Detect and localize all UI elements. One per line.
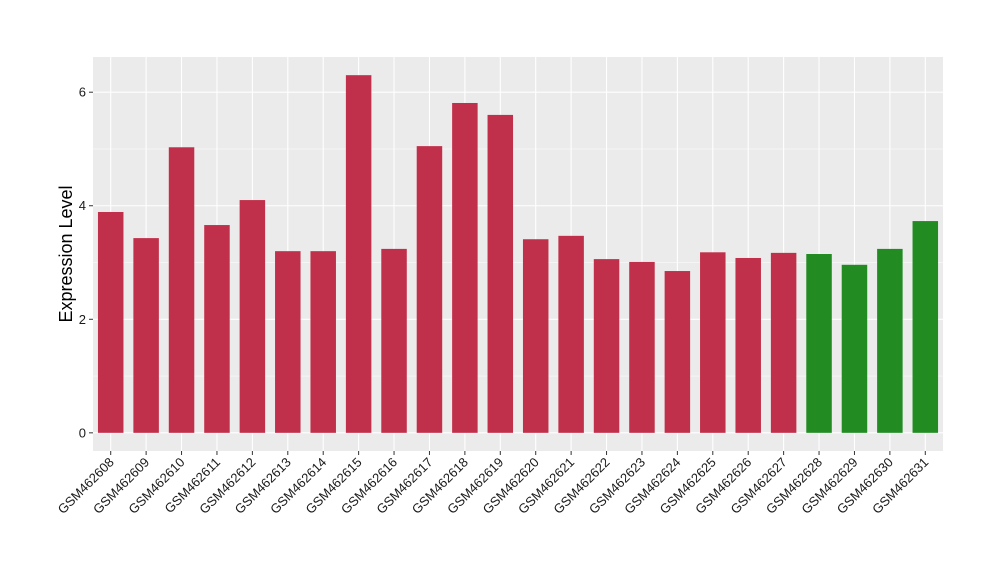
bar-GSM462612 (239, 200, 266, 433)
bar-GSM462615 (345, 75, 372, 433)
bar-GSM462623 (629, 261, 655, 433)
bar-GSM462628 (806, 254, 832, 433)
bar-GSM462619 (487, 114, 514, 433)
bar-GSM462626 (735, 257, 761, 433)
bar-GSM462613 (275, 251, 301, 433)
bar-GSM462629 (841, 264, 868, 433)
y-tick-label: 6 (79, 85, 86, 100)
y-tick-label: 0 (79, 425, 86, 440)
y-axis-label: Expression Level (56, 185, 76, 322)
plot-panel (93, 57, 943, 451)
bar-GSM462610 (168, 147, 195, 433)
bar-GSM462617 (416, 146, 443, 433)
bar-GSM462630 (877, 248, 903, 433)
bar-GSM462625 (700, 252, 726, 433)
bar-GSM462608 (97, 211, 124, 433)
y-tick-label: 4 (79, 198, 86, 213)
bar-GSM462631 (912, 221, 939, 433)
bar-GSM462624 (664, 271, 691, 433)
bar-GSM462611 (204, 225, 230, 433)
bar-GSM462614 (310, 251, 336, 433)
bar-GSM462620 (522, 239, 549, 433)
bar-GSM462609 (133, 238, 159, 433)
y-tick-label: 2 (79, 312, 86, 327)
bar-GSM462616 (381, 248, 407, 433)
bar-GSM462618 (452, 102, 478, 433)
bar-GSM462627 (770, 252, 797, 433)
bar-GSM462622 (593, 259, 620, 433)
bar-GSM462621 (558, 235, 584, 433)
